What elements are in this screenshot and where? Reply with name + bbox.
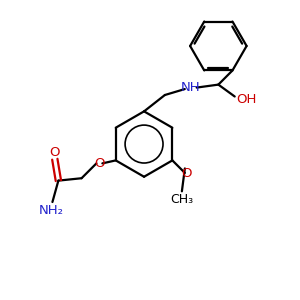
Text: O: O (50, 146, 60, 159)
Text: OH: OH (236, 93, 256, 106)
Text: CH₃: CH₃ (170, 193, 194, 206)
Text: O: O (94, 157, 105, 170)
Text: NH₂: NH₂ (38, 204, 63, 217)
Text: O: O (181, 167, 191, 180)
Text: NH: NH (180, 81, 200, 94)
